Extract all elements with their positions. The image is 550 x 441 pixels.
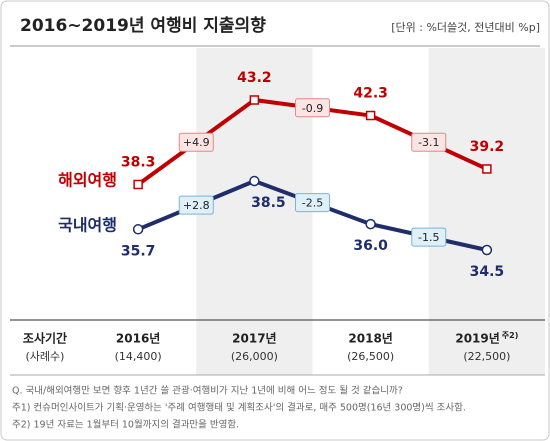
footnote: 주2) 19년 자료는 1월부터 10월까지의 결과만을 반영함. (12, 419, 239, 431)
value-label: 43.2 (237, 70, 272, 86)
value-label: 42.3 (353, 86, 388, 102)
point (481, 244, 493, 256)
sample-size: (14,400) (115, 350, 162, 363)
point (133, 179, 143, 190)
point (482, 164, 492, 174)
series-label: 해외여행 (58, 171, 117, 190)
column-shade (428, 48, 545, 375)
change-label: -2.5 (302, 197, 323, 210)
chart-title: 2016~2019년 여행비 지출의향 (20, 15, 266, 36)
value-label: 34.5 (470, 264, 505, 280)
footnote: Q. 국내/해외여행만 보면 향후 1년간 쓸 관광·여행비가 지난 1년에 비… (12, 385, 403, 397)
point (249, 175, 260, 187)
category-note: 주2) (502, 331, 519, 340)
change-label: +4.9 (183, 136, 210, 149)
sample-size: (22,500) (463, 350, 510, 363)
point (249, 95, 260, 105)
point (365, 218, 376, 230)
x-tick-label: 2018년 (348, 332, 392, 346)
change-box (178, 132, 214, 152)
unit-note: [단위 : %더쓸것, 전년대비 %p] (391, 21, 540, 34)
change-box (178, 195, 214, 215)
change-label: -1.5 (418, 231, 439, 244)
value-label: 35.7 (121, 243, 156, 259)
table-header: 조사기간 (23, 331, 67, 346)
change-box (295, 98, 330, 118)
sample-size: (26,500) (347, 350, 394, 363)
value-label: 38.3 (121, 154, 156, 170)
x-tick-label: 2016년 (116, 332, 160, 346)
point (365, 110, 376, 121)
footnote: 주1) 컨슈머인사이트가 기획·운영하는 '주례 여행행태 및 계획조사'의 결… (12, 402, 466, 414)
change-label: +2.8 (183, 199, 210, 212)
sample-size: (26,000) (231, 350, 278, 363)
value-label: 39.2 (470, 139, 505, 155)
change-label: -0.9 (302, 102, 323, 115)
value-label: 38.5 (251, 195, 286, 211)
value-label: 36.0 (353, 238, 388, 254)
series-label: 국내여행 (58, 216, 117, 235)
change-box (411, 132, 447, 152)
x-tick-label: 2017년 (232, 332, 276, 346)
change-box (411, 227, 447, 247)
table-header: (사례수) (26, 350, 65, 363)
change-box (295, 193, 330, 213)
point (132, 224, 144, 235)
change-label: -3.1 (418, 136, 439, 149)
